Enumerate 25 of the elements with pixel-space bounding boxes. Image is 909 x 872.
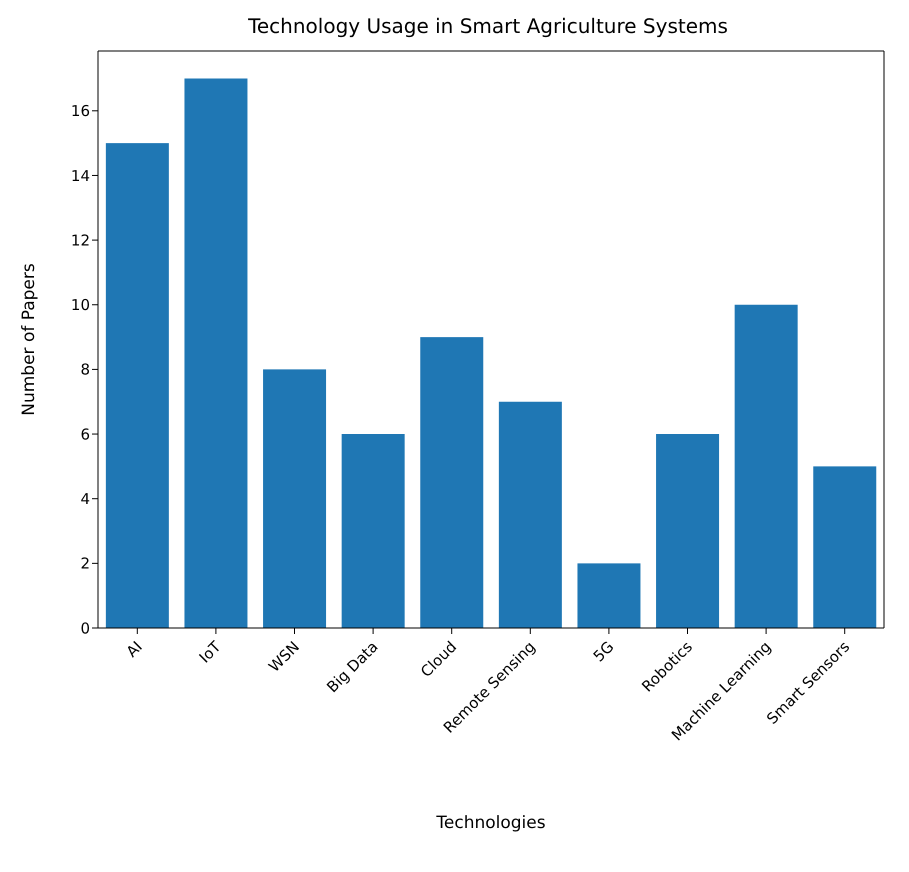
bar (577, 563, 640, 628)
y-tick-label: 4 (80, 490, 90, 508)
y-tick-label: 2 (80, 554, 90, 573)
y-tick-label: 8 (80, 360, 90, 379)
chart-title: Technology Usage in Smart Agriculture Systems (247, 14, 729, 38)
bar (263, 369, 326, 628)
y-tick-label: 14 (70, 166, 90, 185)
bar (734, 304, 798, 628)
bar (420, 337, 484, 628)
y-axis-title: Number of Papers (19, 263, 40, 416)
x-tick-label: 5G (590, 638, 618, 666)
x-tick-label: AI (122, 638, 146, 661)
y-tick-label: 10 (70, 296, 90, 314)
x-axis-title: Technologies (435, 813, 546, 833)
bar (106, 143, 169, 628)
y-tick-label: 6 (80, 425, 90, 444)
bar (813, 466, 876, 628)
x-tick-label: IoT (196, 637, 225, 667)
bar (342, 434, 405, 628)
bar (656, 434, 720, 628)
y-tick-label: 0 (80, 619, 90, 638)
y-tick-label: 16 (70, 102, 90, 120)
y-tick-label: 12 (70, 231, 90, 250)
bar (498, 402, 562, 628)
bar (184, 78, 248, 628)
